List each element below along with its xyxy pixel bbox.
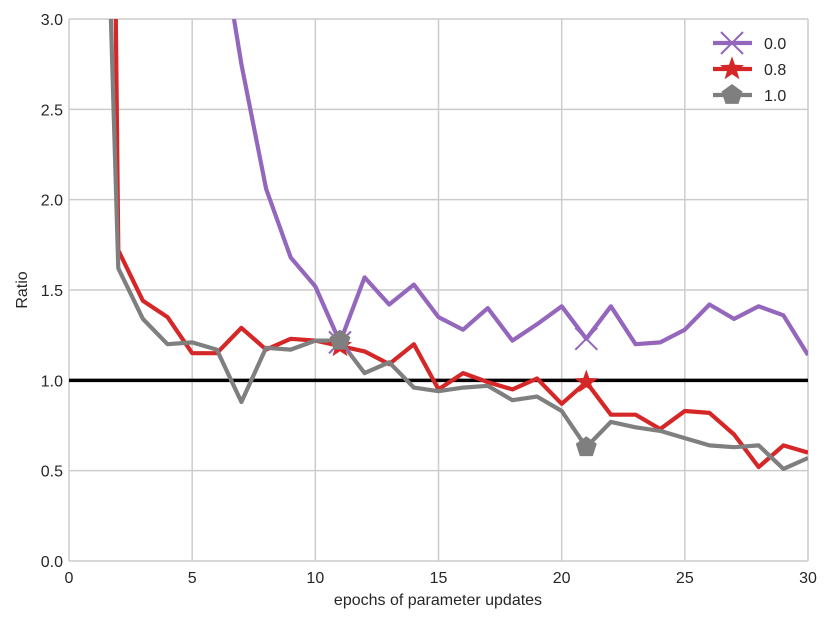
x-marker <box>720 31 744 55</box>
x-tick-label: 25 <box>676 570 694 587</box>
x-tick-label: 0 <box>65 570 74 587</box>
x-tick-label: 5 <box>188 570 197 587</box>
tick-labels: 0 5 10 15 20 25 30 0.0 0.5 1.0 1.5 2.0 2.5 3.0 <box>41 12 817 587</box>
x-marker <box>574 327 599 351</box>
legend-label: 0.0 <box>764 36 786 53</box>
x-tick-label: 10 <box>306 570 324 587</box>
series-line-0.0 <box>231 19 808 357</box>
y-tick-label: 0.5 <box>41 464 63 481</box>
series-lines <box>108 19 808 471</box>
grid <box>68 18 809 562</box>
y-tick-label: 2.0 <box>41 193 63 210</box>
star-marker <box>574 369 599 393</box>
y-tick-label: 1.0 <box>41 373 63 390</box>
x-tick-label: 30 <box>799 570 817 587</box>
series-markers <box>327 327 599 457</box>
series-line-0.8 <box>113 19 808 470</box>
y-tick-label: 0.0 <box>41 554 63 571</box>
legend: 0.0 0.8 1.0 <box>713 31 786 105</box>
y-tick-label: 3.0 <box>41 12 63 29</box>
star-marker <box>720 56 744 80</box>
y-axis-label: Ratio <box>14 271 31 308</box>
series-line-1.0 <box>108 19 808 471</box>
x-tick-label: 15 <box>430 570 448 587</box>
pentagon-marker <box>721 84 743 104</box>
x-axis-label: epochs of parameter updates <box>334 592 542 609</box>
legend-label: 1.0 <box>764 88 786 105</box>
y-tick-label: 1.5 <box>41 283 63 300</box>
x-tick-label: 20 <box>553 570 571 587</box>
legend-label: 0.8 <box>764 62 786 79</box>
pentagon-marker <box>575 436 597 457</box>
y-tick-label: 2.5 <box>41 102 63 119</box>
pentagon-marker <box>329 329 351 350</box>
